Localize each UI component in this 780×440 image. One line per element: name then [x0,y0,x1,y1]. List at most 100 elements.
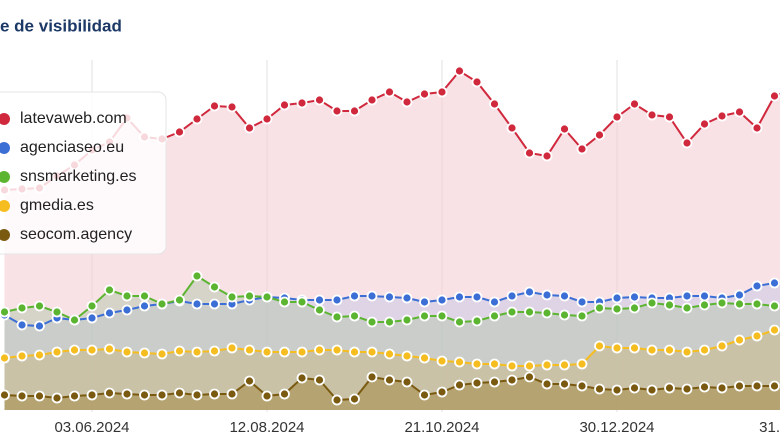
data-point [594,302,605,314]
data-point [296,296,308,308]
data-point [34,349,45,361]
data-point [16,390,28,402]
data-point [436,294,448,306]
data-point [349,105,360,117]
data-point [769,300,780,312]
data-point [769,277,780,289]
data-point [769,380,780,392]
x-tick-label: 30.12.2024 [579,419,654,436]
data-point [454,379,465,391]
data-point [576,310,588,322]
data-point [681,383,693,395]
data-point [366,94,378,106]
data-point [769,324,780,336]
x-axis: 03.06.2024 12.08.2024 21.10.2024 30.12.2024… [54,419,780,436]
data-point [716,110,728,122]
data-point [156,389,168,401]
data-point [104,284,115,296]
data-point [524,371,535,383]
series-line [4,281,780,328]
data-point [296,97,308,109]
data-point [314,374,325,386]
data-point [436,86,448,98]
data-point [716,382,728,394]
data-point [191,270,203,282]
data-point [681,290,693,302]
data-point [34,320,45,332]
data-point [751,330,763,342]
data-point [384,348,395,360]
data-point [769,90,780,102]
data-point [471,291,483,303]
data-point [244,290,255,302]
data-point [226,101,238,113]
data-point [454,291,465,303]
data-point [331,294,343,306]
data-point [646,344,658,356]
data-point [646,384,658,396]
data-point [436,310,448,322]
data-point [664,382,675,394]
data-point [506,374,518,386]
data-point [471,377,483,389]
data-point [226,342,238,354]
data-point [419,352,430,364]
x-tick-label: 31. [759,419,780,436]
data-point [506,360,518,372]
data-point [436,386,448,398]
data-point [314,304,325,316]
data-point [366,316,378,328]
data-point [751,280,763,292]
data-point [629,302,640,314]
data-point [296,346,308,358]
legend-label: seocom.agency [20,226,132,243]
data-point [681,346,693,358]
data-point [401,376,413,388]
data-point [121,290,133,302]
data-point [716,340,728,352]
data-point [401,314,413,326]
legend-marker [0,200,10,212]
data-point [594,383,605,395]
legend-label: latevaweb.com [20,110,127,127]
data-point [419,389,430,401]
data-point [576,296,588,308]
series-line [4,274,780,324]
series-line [4,328,780,367]
data-point [69,390,80,402]
data-point [524,286,535,298]
data-point [594,129,605,141]
data-point [156,348,168,360]
data-point [191,298,203,310]
data-point [751,122,763,134]
data-point [209,298,220,310]
data-point [699,344,710,356]
data-point [104,387,115,399]
data-point [261,390,273,402]
data-point [611,303,623,315]
data-point [209,388,220,400]
data-point [51,392,63,404]
data-point [121,346,133,358]
data-point [401,292,413,304]
legend: latevaweb.com agenciaseo.eu snsmarketing.e… [0,110,137,243]
data-point [454,316,465,328]
data-point [279,388,290,400]
data-point [436,355,448,367]
data-point [664,111,675,123]
data-point [191,346,203,358]
data-point [86,389,98,401]
data-point [384,374,395,386]
data-point [384,316,395,328]
x-tick-label: 03.06.2024 [54,419,129,436]
data-point [314,344,325,356]
data-point [349,346,360,358]
data-point [121,304,133,316]
data-point [191,389,203,401]
data-point [401,96,413,108]
data-point [471,358,483,370]
data-point [261,346,273,358]
data-point [209,345,220,357]
data-point [646,297,658,309]
